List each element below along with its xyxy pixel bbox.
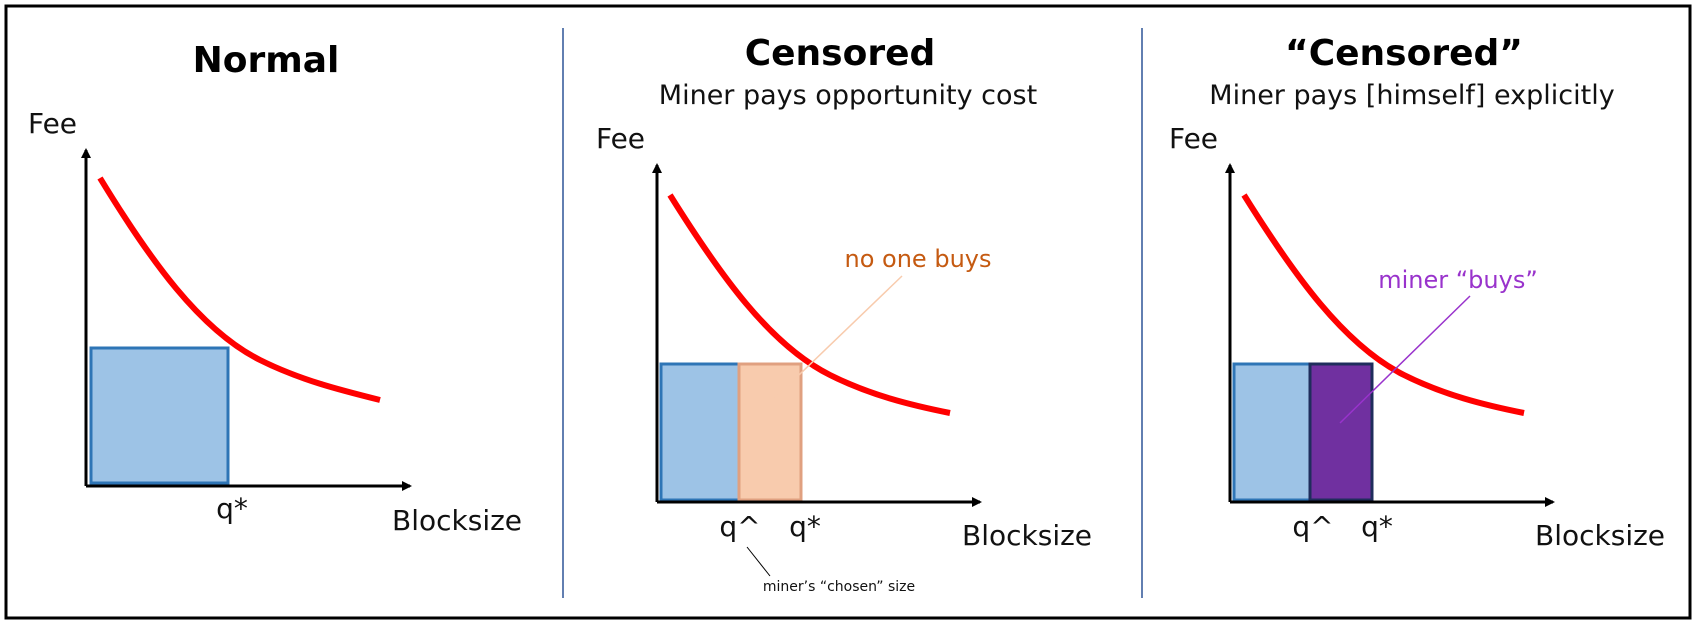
annotation-label: no one buys: [845, 245, 992, 273]
unsold-area: [737, 362, 803, 502]
demand-curve: [1241, 193, 1525, 416]
q-hat-label: q^: [719, 510, 760, 543]
q-star-label: q*: [216, 492, 248, 525]
y-axis-label: Fee: [1169, 122, 1218, 155]
x-axis-label: Blocksize: [1535, 519, 1665, 552]
y-axis-label: Fee: [596, 122, 645, 155]
panel-title: Censored: [745, 33, 936, 74]
q-star-label: q*: [789, 510, 821, 543]
block-area: [659, 362, 741, 502]
q-star-label: q*: [1361, 510, 1393, 543]
panel-subtitle: Miner pays [himself] explicitly: [1209, 80, 1614, 111]
demand-curve: [97, 176, 381, 403]
annotation-leader: [1339, 295, 1471, 424]
panel-self-censored: “Censored” Miner pays [himself] explicit…: [1169, 33, 1665, 552]
note-label: miner’s “chosen” size: [763, 579, 915, 595]
y-axis-label: Fee: [28, 107, 77, 140]
annotation-label: miner “buys”: [1378, 266, 1538, 294]
panel-title: Normal: [193, 40, 340, 81]
outer-border: [4, 4, 1692, 620]
note-leader: [746, 546, 771, 577]
panel-normal: Normal Fee q* Blocksize: [28, 40, 522, 537]
miner-bought-area: [1308, 362, 1374, 502]
block-area: [89, 346, 230, 485]
x-axis-label: Blocksize: [392, 504, 522, 537]
panel-title: “Censored”: [1285, 33, 1523, 74]
panel-subtitle: Miner pays opportunity cost: [659, 80, 1037, 111]
block-area: [1232, 362, 1312, 502]
demand-curve: [667, 193, 951, 416]
panel-censored: Censored Miner pays opportunity cost Fee…: [596, 33, 1092, 595]
q-hat-label: q^: [1292, 510, 1333, 543]
x-axis-label: Blocksize: [962, 519, 1092, 552]
annotation-leader: [774, 275, 903, 399]
